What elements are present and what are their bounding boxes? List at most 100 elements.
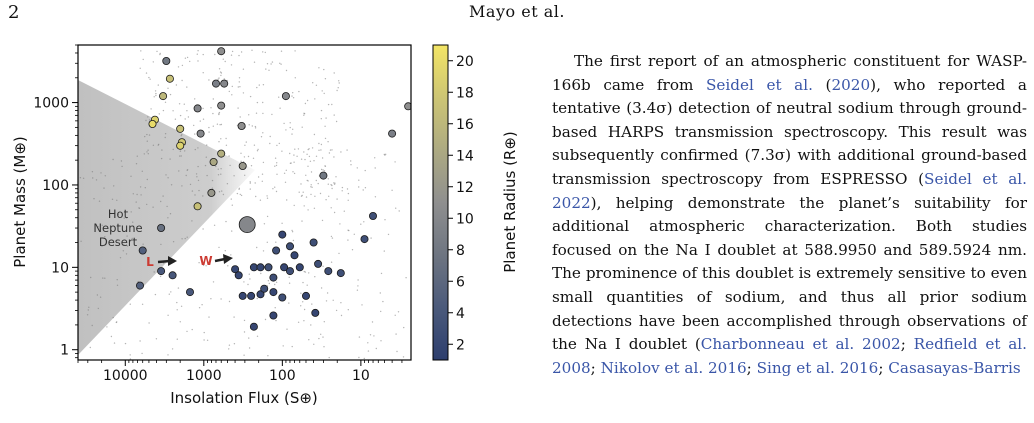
background-dot [251,49,253,51]
citation-link[interactable]: Nikolov et al. 2016 [600,358,747,377]
planet-point [278,293,287,302]
background-dot [313,160,315,162]
background-dot [369,334,372,336]
background-dot [332,299,334,301]
background-dot [296,155,298,157]
background-dot [218,113,220,116]
background-dot [261,173,264,175]
planet-point [135,281,144,290]
background-dot [206,144,208,146]
background-dot [186,330,188,333]
citation-link[interactable]: Charbonneau et al. 2002 [700,335,901,354]
background-dot [238,187,240,189]
planet-point [319,171,328,180]
background-dot [374,157,376,159]
background-dot [311,186,313,188]
background-dot [311,147,314,149]
background-dot [112,316,114,319]
background-dot [333,183,336,185]
background-dot [181,79,183,82]
background-dot [288,302,290,304]
citation-link[interactable]: Seidel et al. 2022 [552,169,1027,212]
background-dot [327,183,329,185]
planet-point [220,79,229,88]
background-dot [220,74,222,77]
background-dot [298,90,300,93]
background-dot [272,188,274,190]
background-dot [177,287,180,289]
background-dot [333,211,336,214]
background-dot [347,229,349,231]
background-dot [168,293,170,295]
background-dot [319,192,322,195]
background-dot [117,213,120,216]
planet-point [217,101,226,110]
background-dot [164,136,166,139]
background-dot [259,199,262,201]
background-dot [179,321,181,323]
background-dot [333,72,335,74]
background-dot [338,82,340,84]
background-dot [228,344,231,346]
background-dot [276,162,278,164]
background-dot [186,56,189,59]
background-dot [231,50,234,53]
background-dot [302,281,304,284]
background-dot [274,186,276,188]
background-dot [320,143,323,146]
planet-point [309,238,318,247]
background-dot [254,127,257,129]
background-dot [331,103,333,106]
background-dot [322,336,324,338]
body-text: The first report of an atmospheric const… [552,50,1027,380]
background-dot [162,109,165,112]
citation-link[interactable]: Casasayas-Barris [888,358,1021,377]
background-dot [373,335,375,337]
planet-point [314,259,323,268]
background-dot [274,283,276,286]
background-dot [120,160,123,162]
background-dot [395,207,397,209]
background-dot [285,69,288,72]
background-dot [92,177,94,179]
background-dot [155,92,157,95]
background-dot [285,129,287,131]
colorbar-tick-label: 12 [456,180,474,196]
citation-link[interactable]: Redfield et al. 2008 [552,335,1027,377]
background-dot [98,200,101,202]
background-dot [139,67,141,69]
background-dot [195,173,198,175]
background-dot [186,169,188,171]
marked-planet-l-point [157,223,166,232]
background-dot [153,271,155,273]
planet-point [234,271,243,280]
background-dot [194,133,196,135]
background-dot [225,144,228,146]
background-dot [230,198,232,200]
citation-link[interactable]: Seidel et al. [706,75,813,94]
background-dot [169,213,172,215]
background-dot [267,355,269,357]
background-dot [233,175,235,177]
background-dot [176,309,178,311]
citation-link[interactable]: Sing et al. 2016 [756,358,879,377]
background-dot [202,118,205,120]
background-dot [310,193,312,196]
background-dot [313,207,316,209]
citation-link[interactable]: 2020 [831,75,871,94]
background-dot [90,276,92,279]
colorbar-tick-label: 20 [456,54,474,70]
background-dot [157,84,159,86]
background-dot [215,165,217,168]
planet-point [301,291,310,300]
text-run: The first report of an atmospheric const… [552,52,1027,94]
background-dot [87,309,90,311]
background-dot [256,335,259,337]
background-dot [130,175,132,177]
background-dot [191,220,193,222]
background-dot [338,252,340,255]
background-dot [261,180,263,182]
background-dot [197,165,199,168]
background-dot [224,250,226,252]
background-dot [356,167,358,169]
